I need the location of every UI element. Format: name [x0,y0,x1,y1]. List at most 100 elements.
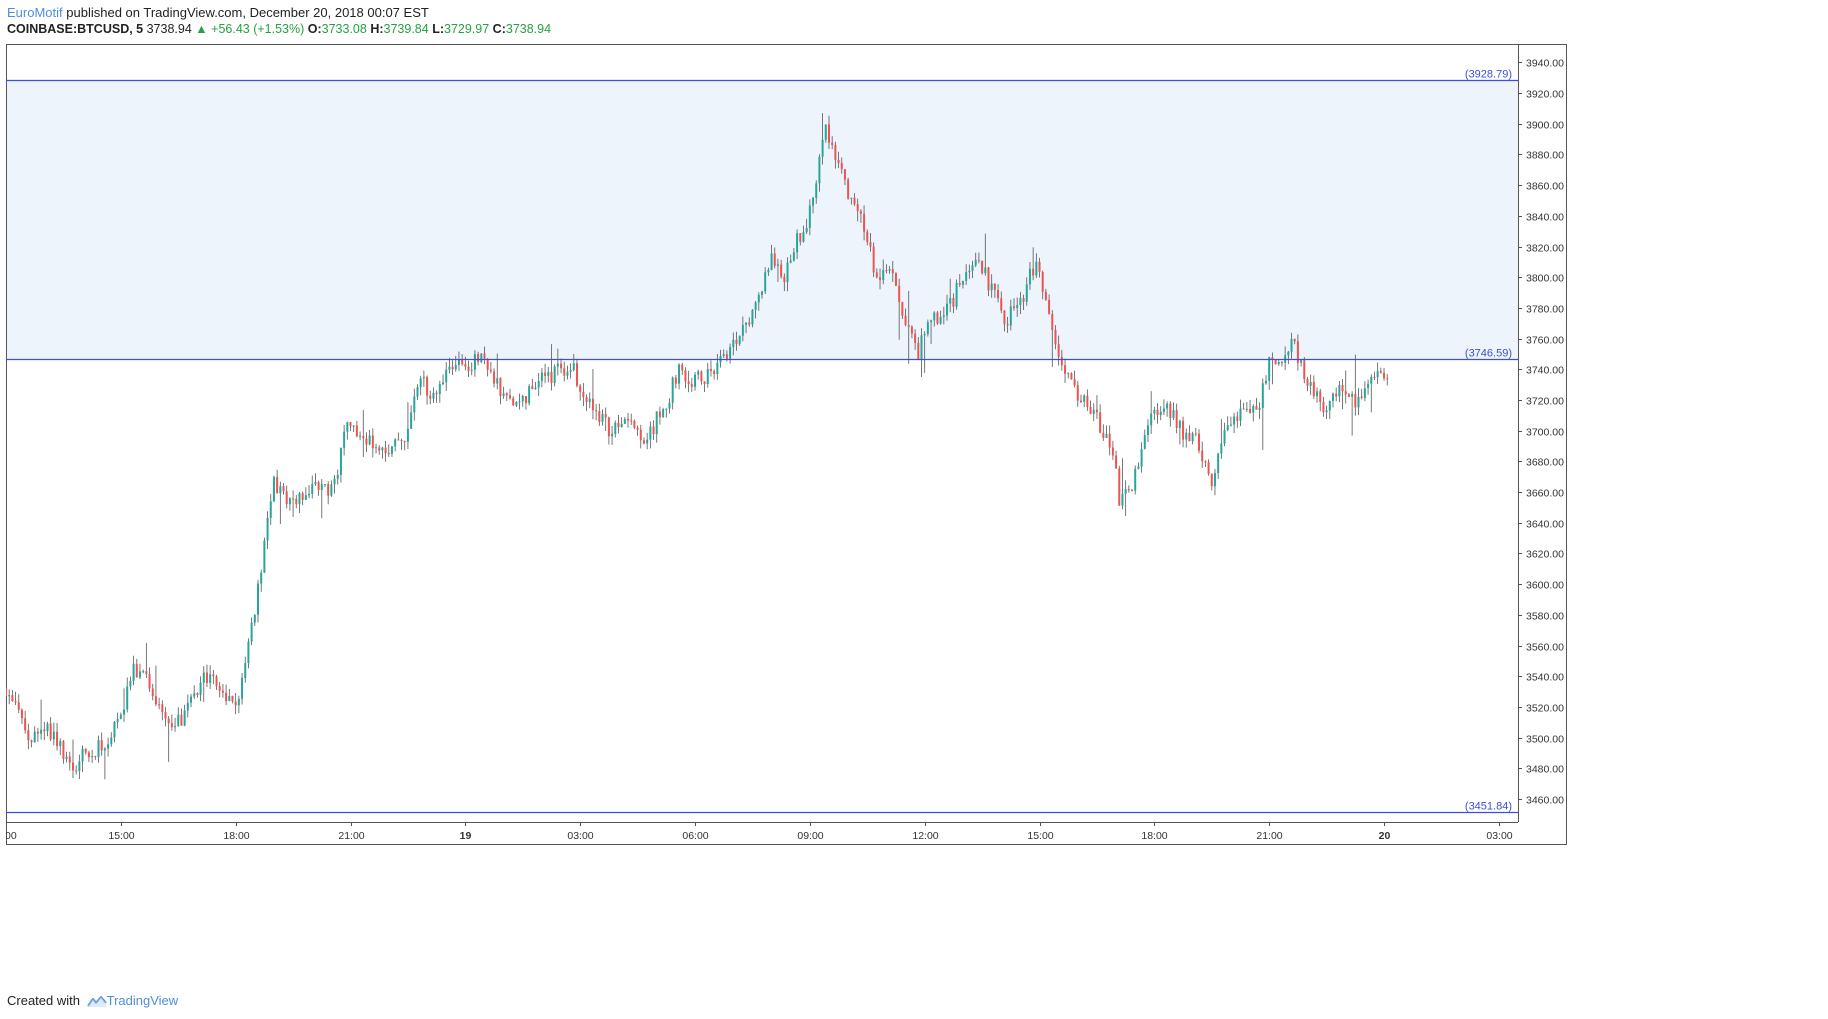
candle-body [1226,425,1229,431]
candle-body [1099,412,1102,433]
candle-body [8,695,11,697]
candlestick-chart[interactable]: 3460.00 3480.00 3500.00 3520.00 3540.00 3560.… [0,44,1822,981]
candle-body [1210,473,1213,487]
candle-body [94,756,97,758]
candle-body [531,386,534,389]
candle-body [1009,306,1012,326]
candle-body [1316,391,1319,397]
candle-body [623,418,626,424]
x-tick-label: 09:00 [797,830,823,842]
candle-body [1182,420,1185,440]
y-tick-label: 3720.00 [1526,396,1564,408]
candle-body [390,446,393,454]
y-tick-label: 3700.00 [1526,427,1564,439]
candle-body [888,269,891,271]
candle-body [729,347,732,359]
candle-body [295,498,298,505]
candle-body [601,413,604,422]
candle-body [1032,268,1035,276]
candle-body [489,369,492,372]
candle-body [65,756,68,760]
candle-body [371,435,374,449]
candle-body [681,364,684,371]
candle-body [850,197,853,199]
candle-body [432,392,435,399]
candle-body [595,410,598,412]
candle-body [754,302,757,310]
candle-body [279,486,282,494]
candle-body [202,672,205,683]
candle-body [1070,373,1073,380]
candle-body [796,233,799,253]
candle-body [518,401,521,403]
candle-body [984,267,987,274]
candle-body [288,498,291,505]
candle-body [1054,329,1057,345]
candle-body [46,723,49,732]
candle-body [604,413,607,418]
candle-body [1274,359,1277,365]
candle-body [314,482,317,485]
x-tick-label: 15:00 [108,830,134,842]
candle-body [205,672,208,684]
candle-body [1335,393,1338,397]
x-tick-label: 03:00 [1486,830,1512,842]
x-tick-label: 18:00 [1141,830,1167,842]
candle-body [553,366,556,383]
tradingview-brand[interactable]: TradingView [106,993,179,1008]
candle-body [464,364,467,367]
candle-body [808,205,811,228]
candle-body [965,272,968,281]
candle-body [378,447,381,451]
candle-body [129,680,132,687]
candle-body [387,453,390,455]
candle-body [993,283,996,290]
candle-body [1089,406,1092,414]
candle-body [368,435,371,445]
candle-body [1376,371,1379,378]
candle-body [1162,408,1165,412]
candle-body [362,435,365,439]
price-change: +56.43 (+1.53%) [211,22,305,36]
candle-body [1223,430,1226,444]
candle-body [761,291,763,295]
candle-body [62,741,65,760]
candle-body [920,335,923,360]
candle-body [352,425,355,427]
candle-body [1363,388,1366,399]
candle-body [1185,432,1188,440]
low-label: L: [432,22,444,36]
chart-area[interactable]: 3460.00 3480.00 3500.00 3520.00 3540.00 3560.… [0,44,1822,981]
candle-body [71,762,74,771]
candle-body [1048,299,1051,314]
candle-body [751,309,754,325]
candle-body [343,431,346,448]
candle-body [339,447,342,475]
candle-body [502,393,505,397]
candle-body [1370,377,1373,384]
candle-body [336,474,339,479]
candle-body [1306,379,1309,386]
candle-body [311,484,314,494]
candle-body [582,391,585,398]
candle-body [480,353,483,363]
y-tick-label: 3840.00 [1526,212,1564,224]
candle-body [260,572,263,584]
symbol-ohlc-line: COINBASE:BTCUSD, 5 3738.94 ▲ +56.43 (+1.… [7,21,551,38]
candle-body [805,227,808,233]
candle-body [1166,403,1169,409]
candle-body [167,718,170,724]
close-label: C: [492,22,506,36]
candle-body [1290,338,1293,352]
close-value: 3738.94 [505,22,552,36]
candle-body [1111,447,1114,456]
x-tick-label: 12:00 [912,830,938,842]
candle-body [617,422,620,428]
candle-body [540,372,543,382]
x-tick-label: 2:00 [6,830,17,842]
candle-body [786,262,789,283]
candle-body [1242,408,1245,410]
author-link[interactable]: EuroMotif [7,5,63,20]
candle-body [346,422,349,432]
candle-body [1143,435,1146,449]
